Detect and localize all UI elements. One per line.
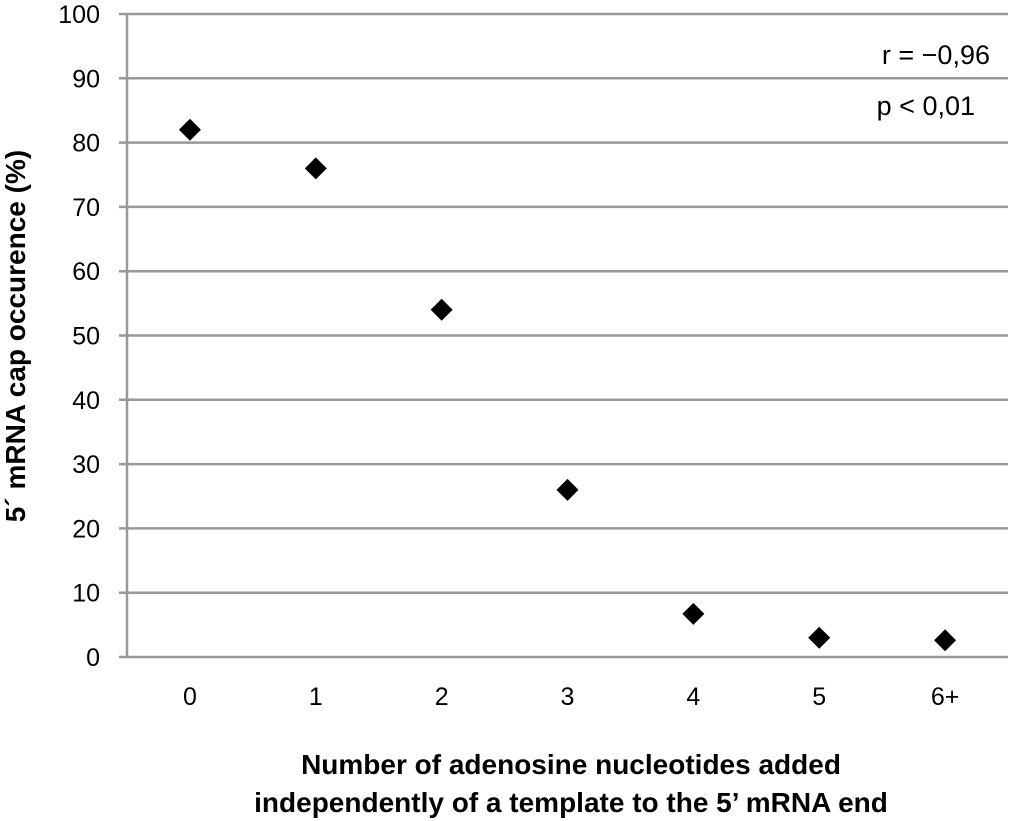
y-tick-label: 20 <box>72 515 100 543</box>
axes <box>119 14 1008 659</box>
x-tick-label: 6+ <box>931 683 960 711</box>
x-tick-label: 4 <box>686 683 700 711</box>
data-point-6plus <box>934 629 957 652</box>
p-value-annotation: p < 0,01 <box>877 91 975 121</box>
x-tick-label: 5 <box>812 683 826 711</box>
data-point-2 <box>430 298 453 321</box>
y-tick-label: 100 <box>58 1 100 29</box>
gridlines <box>119 12 1008 594</box>
y-tick-label: 70 <box>72 194 100 222</box>
data-point-4 <box>682 602 705 625</box>
y-tick-label: 90 <box>72 65 100 93</box>
y-tick-label: 40 <box>72 387 100 415</box>
y-tick-label: 50 <box>72 323 100 351</box>
y-tick-label: 10 <box>72 580 100 608</box>
data-point-1 <box>304 157 327 180</box>
y-tick-label: 60 <box>72 258 100 286</box>
x-tick-label: 2 <box>435 683 449 711</box>
y-tick-label: 30 <box>72 451 100 479</box>
data-point-5 <box>808 626 831 649</box>
x-axis-title-line2: independently of a template to the 5’ mR… <box>254 787 888 818</box>
y-tick-labels: 0 10 20 30 40 50 60 70 80 90 100 <box>58 1 100 672</box>
y-axis-title: 5´ mRNA cap occurence (%) <box>0 150 31 522</box>
x-tick-label: 3 <box>561 683 575 711</box>
x-tick-labels: 0 1 2 3 4 5 6+ <box>183 683 959 711</box>
data-point-0 <box>178 118 201 141</box>
correlation-annotation: r = −0,96 <box>882 40 990 70</box>
x-tick-label: 1 <box>309 683 323 711</box>
y-tick-label: 80 <box>72 130 100 158</box>
y-tick-label: 0 <box>86 644 100 672</box>
x-tick-label: 0 <box>183 683 197 711</box>
x-axis-title-line1: Number of adenosine nucleotides added <box>301 749 841 780</box>
data-point-3 <box>556 478 579 501</box>
data-points <box>178 118 957 652</box>
